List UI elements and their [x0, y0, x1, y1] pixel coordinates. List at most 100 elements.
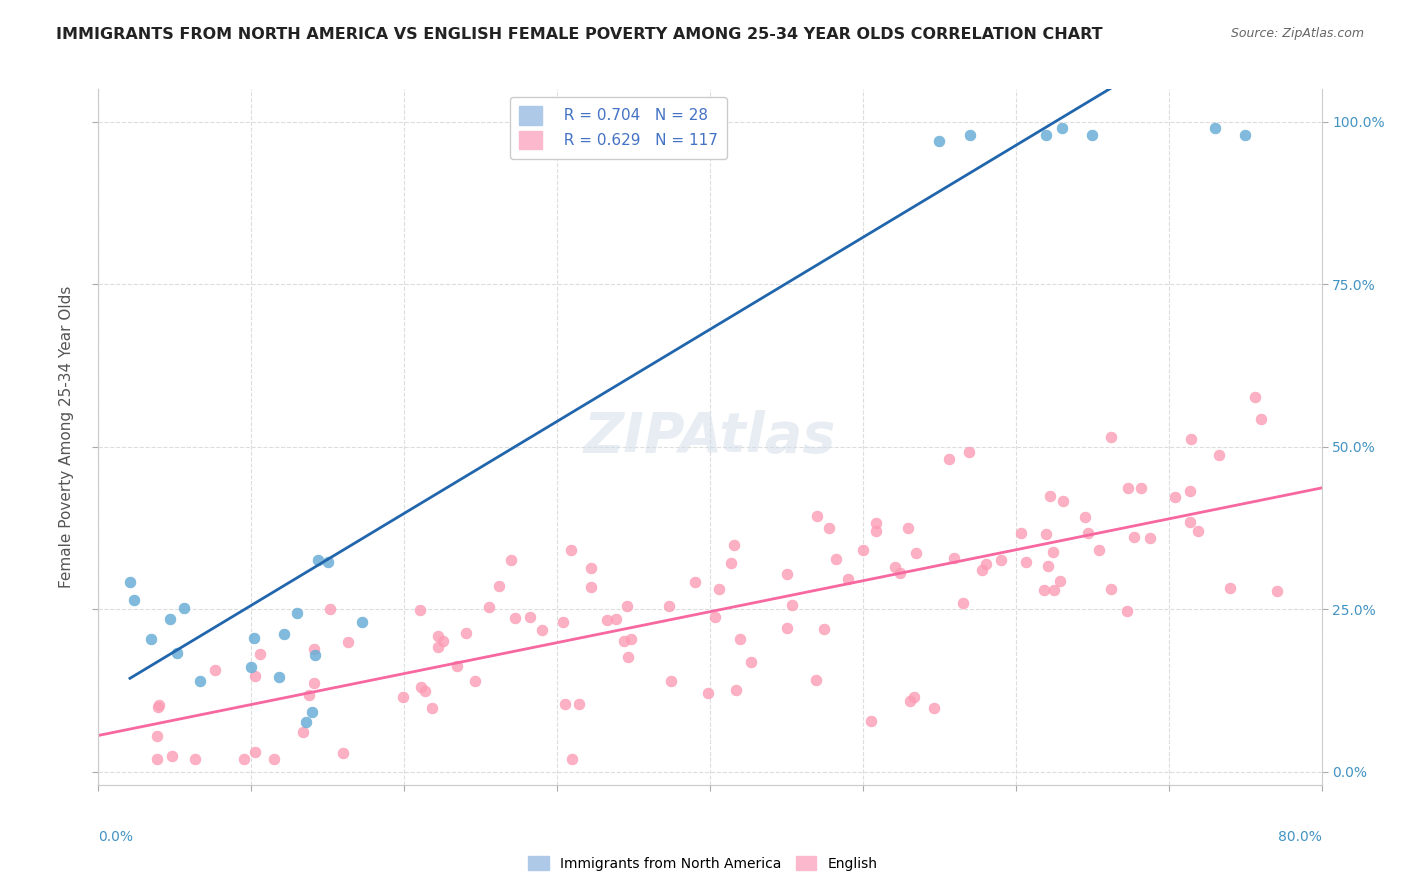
Point	[637, 134, 661, 148]
Point	[780, 598, 803, 612]
Point	[865, 516, 887, 530]
Point	[924, 700, 946, 714]
Point	[427, 629, 450, 643]
Point	[623, 128, 645, 142]
Point	[1077, 525, 1099, 540]
Point	[464, 674, 486, 689]
Point	[957, 445, 980, 459]
Point	[160, 748, 183, 763]
Point	[620, 632, 643, 646]
Point	[1234, 128, 1257, 142]
Point	[1164, 491, 1187, 505]
Point	[697, 686, 720, 700]
Point	[146, 699, 169, 714]
Point	[426, 640, 449, 655]
Text: 0.0%: 0.0%	[98, 830, 134, 844]
Point	[301, 705, 323, 719]
Point	[723, 537, 745, 551]
Point	[804, 673, 827, 688]
Point	[561, 752, 583, 766]
Point	[1180, 432, 1202, 446]
Point	[336, 635, 359, 649]
Point	[776, 567, 799, 582]
Point	[1265, 583, 1288, 598]
Point	[249, 647, 271, 661]
Point	[837, 572, 859, 586]
Point	[1010, 526, 1032, 541]
Point	[903, 690, 925, 704]
Point	[942, 551, 965, 566]
Point	[122, 593, 145, 607]
Legend: Immigrants from North America, English: Immigrants from North America, English	[523, 850, 883, 876]
Point	[456, 626, 478, 640]
Point	[302, 642, 325, 657]
Point	[1074, 509, 1097, 524]
Point	[1035, 526, 1057, 541]
Point	[551, 615, 574, 630]
Point	[959, 128, 981, 142]
Point	[391, 690, 413, 704]
Point	[1129, 482, 1152, 496]
Point	[1088, 543, 1111, 558]
Point	[263, 752, 285, 766]
Point	[1116, 481, 1139, 495]
Point	[905, 546, 928, 560]
Point	[709, 582, 731, 596]
Point	[776, 622, 799, 636]
Point	[139, 632, 162, 647]
Point	[818, 521, 841, 535]
Point	[1204, 121, 1226, 136]
Point	[1042, 545, 1064, 559]
Point	[1139, 531, 1161, 545]
Point	[560, 543, 582, 558]
Point	[554, 697, 576, 711]
Point	[478, 600, 501, 615]
Point	[503, 611, 526, 625]
Point	[294, 714, 316, 729]
Point	[409, 603, 432, 617]
Point	[420, 701, 443, 715]
Point	[145, 730, 167, 744]
Point	[1036, 558, 1059, 573]
Point	[1039, 489, 1062, 503]
Point	[243, 745, 266, 759]
Point	[724, 682, 747, 697]
Point	[1208, 448, 1230, 462]
Point	[148, 698, 170, 712]
Point	[1180, 483, 1202, 498]
Point	[1250, 411, 1272, 425]
Point	[865, 524, 887, 538]
Point	[813, 622, 835, 636]
Point	[1033, 582, 1056, 597]
Point	[616, 599, 638, 613]
Point	[883, 559, 905, 574]
Point	[318, 602, 340, 616]
Point	[613, 634, 636, 648]
Point	[859, 714, 882, 728]
Point	[938, 451, 960, 466]
Point	[302, 676, 325, 690]
Point	[704, 610, 727, 624]
Point	[446, 659, 468, 673]
Point	[332, 746, 354, 760]
Point	[243, 631, 266, 645]
Point	[952, 596, 974, 610]
Point	[411, 680, 433, 694]
Point	[897, 521, 920, 535]
Point	[568, 697, 591, 711]
Point	[928, 134, 950, 148]
Point	[146, 752, 169, 766]
Point	[976, 558, 998, 572]
Point	[285, 606, 308, 620]
Point	[166, 646, 188, 660]
Point	[190, 673, 212, 688]
Point	[1052, 493, 1074, 508]
Point	[1178, 516, 1201, 530]
Point	[825, 551, 848, 566]
Point	[1015, 556, 1038, 570]
Point	[432, 634, 454, 648]
Point	[415, 683, 437, 698]
Text: 80.0%: 80.0%	[1278, 830, 1322, 844]
Point	[184, 752, 207, 766]
Point	[970, 563, 993, 577]
